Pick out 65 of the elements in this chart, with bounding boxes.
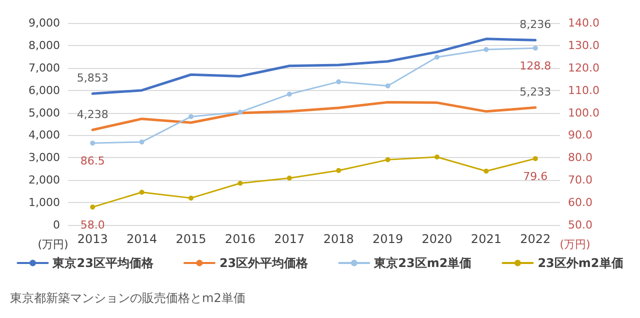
legend-label: 23区外平均価格 xyxy=(219,256,310,270)
point xyxy=(139,190,144,195)
point xyxy=(188,114,194,120)
y2-tick-label: 90.0 xyxy=(568,128,592,142)
point xyxy=(188,196,194,201)
point xyxy=(238,110,243,115)
y2-tick-label: 130.0 xyxy=(568,38,600,52)
y-tick-label: 4,000 xyxy=(28,128,60,142)
point xyxy=(385,83,390,88)
x-tick-label: 2014 xyxy=(126,232,158,246)
point xyxy=(434,154,440,160)
y2-axis-title: (万円) xyxy=(560,238,590,251)
point xyxy=(484,46,489,52)
point xyxy=(286,176,292,181)
y2-tick-label: 60.0 xyxy=(568,196,592,210)
point xyxy=(336,79,342,84)
data-label: 5,853 xyxy=(76,72,108,85)
y2-tick-label: 50.0 xyxy=(568,218,592,232)
x-tick-label: 2017 xyxy=(274,232,305,246)
x-tick-label: 2018 xyxy=(323,232,354,246)
y-tick-label: 8,000 xyxy=(28,38,60,52)
x-tick-label: 2019 xyxy=(372,232,404,246)
point xyxy=(139,139,144,144)
point xyxy=(90,204,96,210)
data-label: 8,236 xyxy=(520,18,552,32)
x-tick-label: 2020 xyxy=(422,232,452,246)
y2-tick-label: 100.0 xyxy=(568,106,600,120)
y-tick-label: 1,000 xyxy=(28,196,60,210)
data-label: 79.6 xyxy=(523,170,548,184)
legend-label: 東京23区平均価格 xyxy=(52,256,154,270)
point xyxy=(532,156,538,162)
y-tick-label: 6,000 xyxy=(28,84,60,97)
y-tick-label: 5,000 xyxy=(28,106,60,120)
point xyxy=(90,140,96,146)
x-tick-label: 2015 xyxy=(176,232,206,246)
point xyxy=(532,46,538,51)
point xyxy=(484,168,489,174)
legend-label: 23区外m2単価 xyxy=(538,256,624,270)
y-tick-label: 9,000 xyxy=(28,16,60,30)
y-axis-title: (万円) xyxy=(38,238,68,251)
point xyxy=(286,92,292,97)
y-tick-label: 2,000 xyxy=(28,174,60,187)
y2-tick-label: 120.0 xyxy=(568,61,600,74)
y2-tick-label: 70.0 xyxy=(568,174,592,187)
y-tick-label: 7,000 xyxy=(28,61,60,74)
point xyxy=(238,180,243,186)
data-label: 4,238 xyxy=(76,108,108,121)
y2-tick-label: 140.0 xyxy=(568,16,600,30)
y-tick-label: 3,000 xyxy=(28,151,60,164)
data-label: 58.0 xyxy=(80,218,105,232)
x-tick-label: 2013 xyxy=(77,232,108,246)
x-tick-label: 2016 xyxy=(224,232,256,246)
point xyxy=(434,54,440,60)
y2-tick-label: 110.0 xyxy=(568,84,600,97)
point xyxy=(336,168,342,173)
point xyxy=(385,157,390,162)
y2-tick-label: 80.0 xyxy=(568,151,592,164)
legend-label: 東京23区m2単価 xyxy=(373,256,472,270)
data-label: 86.5 xyxy=(80,154,105,168)
data-label: 5,233 xyxy=(520,86,552,99)
data-label: 128.8 xyxy=(520,60,552,73)
x-tick-label: 2022 xyxy=(520,232,551,246)
text: 東京都新築マンションの販売価格とm2単価 xyxy=(10,291,246,305)
x-tick-label: 2021 xyxy=(470,232,502,246)
y-tick-label: 0 xyxy=(53,218,60,232)
